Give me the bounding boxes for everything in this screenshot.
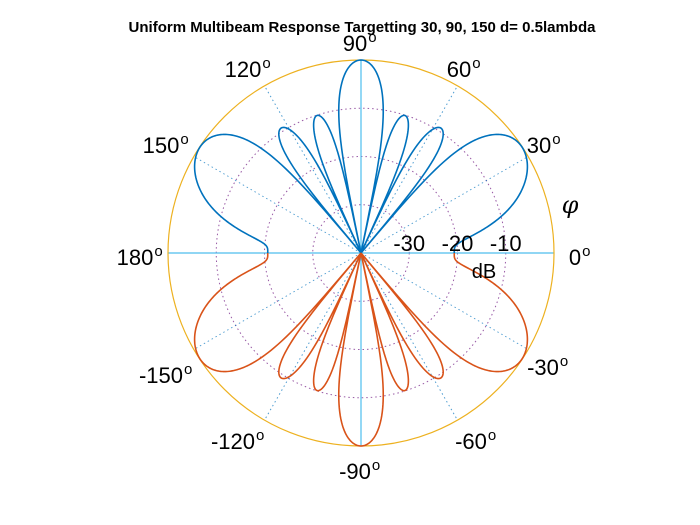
chart-title: Uniform Multibeam Response Targetting 30… [129,19,597,36]
angular-spoke [360,252,529,350]
angle-tick-label: 90 [343,31,367,56]
angle-tick-degree-mark: o [372,457,380,474]
angle-tick-label: 30 [527,133,551,158]
angle-tick-degree-mark: o [582,243,590,260]
angle-tick-degree-mark: o [368,29,376,46]
angle-tick-label: -60 [455,429,487,454]
angular-spoke [193,156,362,254]
angular-spoke [360,252,458,421]
angle-tick-degree-mark: o [472,55,480,72]
radial-tick-label: -10 [490,231,522,256]
radial-unit-label: dB [472,261,496,283]
radial-tick-label: -20 [442,231,474,256]
angle-tick-label: -120 [211,429,255,454]
angle-tick-label: -150 [139,363,183,388]
angle-tick-label: 180 [117,245,154,270]
angle-tick-label: 120 [225,57,262,82]
angle-tick-degree-mark: o [552,131,560,148]
angular-spoke [264,252,362,421]
angle-tick-label: -90 [339,459,371,484]
angular-spoke [360,156,529,254]
angle-tick-label: 0 [569,245,581,270]
angle-tick-degree-mark: o [256,427,264,444]
angle-axis-label: φ [562,191,579,219]
angle-tick-label: 150 [143,133,180,158]
angle-tick-degree-mark: o [180,131,188,148]
angle-tick-degree-mark: o [560,353,568,370]
angular-spoke [193,252,362,350]
angle-tick-label: 60 [447,57,471,82]
angular-spoke [360,85,458,254]
angle-tick-degree-mark: o [488,427,496,444]
radial-tick-label: -30 [393,231,425,256]
angle-tick-degree-mark: o [184,361,192,378]
angle-tick-degree-mark: o [154,243,162,260]
series-line-0 [193,59,529,254]
angle-tick-label: -30 [527,355,559,380]
angle-tick-degree-mark: o [262,55,270,72]
series-line-1 [193,252,529,447]
angular-spoke [264,85,362,254]
polar-traces [193,59,529,447]
